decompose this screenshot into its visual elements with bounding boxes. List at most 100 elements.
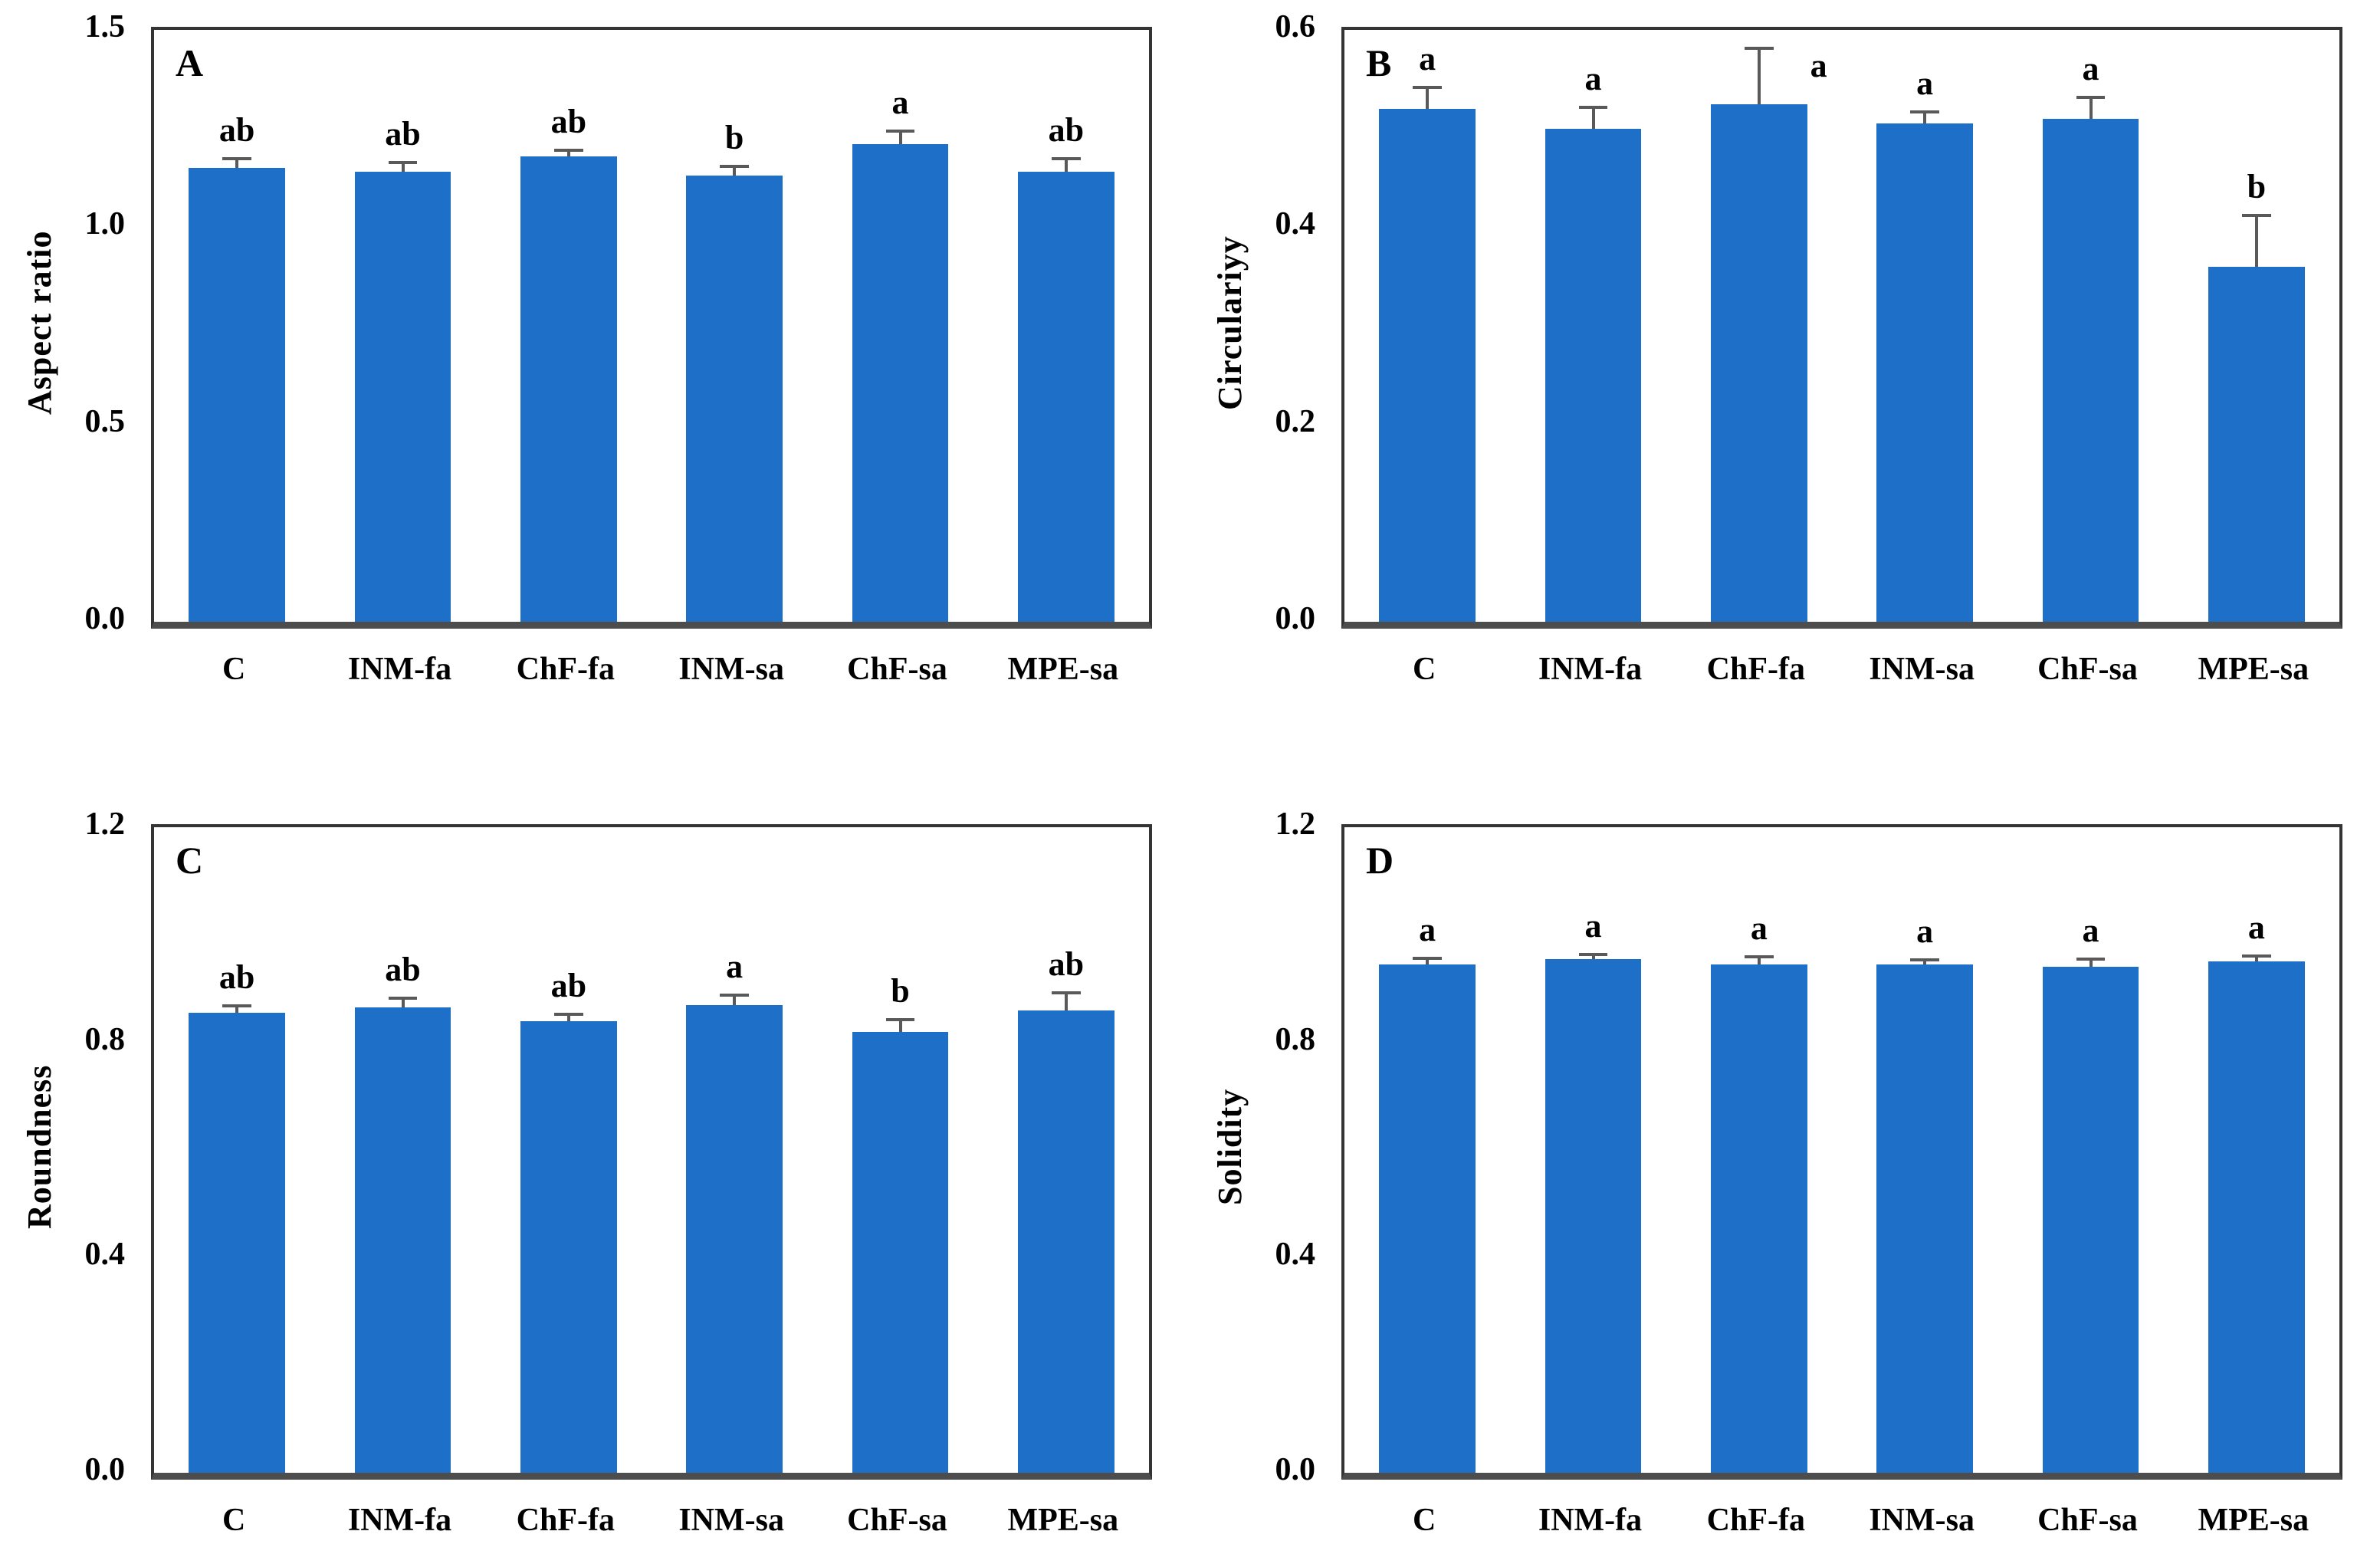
significance-letter: a bbox=[891, 83, 909, 121]
y-tick-label: 0.0 bbox=[1275, 1452, 1316, 1487]
bar-ChF-sa bbox=[852, 1031, 949, 1473]
y-axis-label-roundness: Roundness bbox=[21, 1064, 58, 1230]
significance-letter: b bbox=[2247, 168, 2267, 206]
x-tick-label-INM-fa: INM-fa bbox=[347, 652, 452, 687]
significance-letter: ab bbox=[218, 958, 255, 997]
bar-INM-fa bbox=[354, 1007, 451, 1473]
bar-MPE-sa bbox=[1018, 1010, 1114, 1473]
bar-INM-fa bbox=[354, 172, 451, 622]
significance-letter: a bbox=[1584, 907, 1602, 945]
error-bar bbox=[898, 132, 902, 145]
bar-MPE-sa bbox=[2208, 266, 2305, 622]
error-bar bbox=[1923, 113, 1927, 124]
significance-letter: a bbox=[1419, 40, 1436, 78]
error-bar-cap bbox=[720, 165, 749, 169]
error-bar-cap bbox=[222, 1004, 251, 1008]
y-tick-label: 0.0 bbox=[1275, 601, 1316, 636]
bar-ChF-sa bbox=[852, 144, 949, 622]
error-bar-cap bbox=[1052, 991, 1081, 994]
bar-C bbox=[189, 1013, 285, 1473]
error-bar bbox=[566, 1015, 570, 1021]
panel-letter-b: B bbox=[1366, 41, 1392, 84]
significance-letter: a bbox=[1916, 912, 1934, 951]
error-bar-cap bbox=[885, 1017, 915, 1021]
x-tick-label-INM-sa: INM-sa bbox=[1869, 1503, 1975, 1538]
error-bar bbox=[1591, 108, 1595, 129]
significance-letter: b bbox=[724, 119, 744, 157]
x-tick-label-C: C bbox=[1412, 652, 1436, 687]
panel-letter-a: A bbox=[176, 41, 204, 84]
significance-letter: a bbox=[1584, 59, 1602, 97]
x-tick-label-ChF-fa: ChF-fa bbox=[1706, 652, 1805, 687]
y-tick-label: 1.0 bbox=[84, 206, 126, 242]
x-tick-label-ChF-fa: ChF-fa bbox=[516, 652, 615, 687]
error-bar-cap bbox=[554, 1012, 583, 1016]
plot-area-d: D a a a a a a bbox=[1341, 824, 2342, 1480]
y-tick-label: 0.8 bbox=[84, 1021, 126, 1057]
error-bar-cap bbox=[2242, 214, 2271, 218]
error-bar-cap bbox=[388, 996, 418, 1000]
significance-letter: b bbox=[891, 971, 910, 1010]
x-tick-label-INM-fa: INM-fa bbox=[1538, 1503, 1643, 1538]
plot-area-a: A ab ab ab b a ab bbox=[151, 27, 1152, 629]
error-bar-cap bbox=[1578, 953, 1608, 957]
significance-letter: a bbox=[1916, 64, 1934, 103]
x-tick-label-ChF-sa: ChF-sa bbox=[2037, 652, 2138, 687]
x-tick-label-ChF-sa: ChF-sa bbox=[847, 1503, 947, 1538]
significance-letter: a bbox=[2247, 908, 2265, 946]
significance-letter: a bbox=[2082, 50, 2099, 88]
error-bar-cap bbox=[1745, 955, 1774, 958]
error-bar bbox=[2089, 961, 2093, 968]
plot-area-b: B a a a a a b bbox=[1341, 27, 2342, 629]
error-bar bbox=[401, 164, 405, 172]
y-tick-label: 1.2 bbox=[1275, 807, 1316, 842]
error-bar bbox=[1757, 958, 1761, 964]
panel-aspect-ratio: Aspect ratio A ab ab ab b a ab 1.5 1.0 0.5 0.0 C I… bbox=[0, 0, 1190, 770]
y-tick-label: 0.4 bbox=[84, 1237, 126, 1273]
error-bar bbox=[235, 159, 239, 169]
x-tick-label-MPE-sa: MPE-sa bbox=[2198, 1503, 2309, 1538]
error-bar-cap bbox=[1413, 86, 1442, 90]
bar-ChF-sa bbox=[2042, 118, 2139, 622]
error-bar-cap bbox=[1052, 156, 1081, 160]
y-tick-label: 0.0 bbox=[84, 601, 126, 636]
y-tick-label: 1.5 bbox=[84, 9, 126, 44]
plot-area-c: C ab ab ab a b ab bbox=[151, 824, 1152, 1480]
bar-MPE-sa bbox=[1018, 172, 1114, 622]
error-bar bbox=[1426, 89, 1430, 109]
x-tick-label-MPE-sa: MPE-sa bbox=[1007, 652, 1119, 687]
x-tick-label-INM-fa: INM-fa bbox=[347, 1503, 452, 1538]
error-bar bbox=[2254, 217, 2258, 267]
bar-INM-sa bbox=[1876, 123, 1973, 622]
y-axis-label-aspect-ratio: Aspect ratio bbox=[21, 230, 58, 416]
x-tick-label-C: C bbox=[222, 1503, 246, 1538]
y-tick-label: 0.5 bbox=[84, 403, 126, 439]
error-bar bbox=[2089, 99, 2093, 119]
error-bar-cap bbox=[2076, 958, 2106, 961]
x-tick-label-ChF-sa: ChF-sa bbox=[847, 652, 947, 687]
x-tick-label-INM-sa: INM-sa bbox=[1869, 652, 1975, 687]
error-bar-cap bbox=[1413, 957, 1442, 961]
y-tick-label: 0.2 bbox=[1275, 403, 1316, 439]
error-bar bbox=[898, 1020, 902, 1032]
error-bar bbox=[1064, 994, 1068, 1010]
significance-letter: ab bbox=[385, 950, 421, 988]
bar-C bbox=[1379, 108, 1476, 622]
error-bar-cap bbox=[1745, 46, 1774, 50]
panel-roundness: Roundness C ab ab ab a b ab 1.2 0.8 0.4 0.0 C INM-… bbox=[0, 770, 1190, 1541]
error-bar-cap bbox=[222, 156, 251, 160]
error-bar bbox=[733, 168, 737, 176]
bar-ChF-fa bbox=[1711, 104, 1807, 622]
error-bar bbox=[733, 997, 737, 1005]
significance-letter: a bbox=[726, 948, 744, 986]
significance-letter: a bbox=[1750, 909, 1768, 947]
panel-letter-c: C bbox=[176, 839, 204, 882]
significance-letter: ab bbox=[550, 102, 587, 140]
significance-letter: ab bbox=[218, 110, 255, 149]
significance-letter: ab bbox=[1048, 110, 1085, 149]
y-axis-label-circularity: Circulariyy bbox=[1211, 235, 1249, 410]
y-tick-label: 0.6 bbox=[1275, 9, 1316, 44]
x-tick-label-MPE-sa: MPE-sa bbox=[2198, 652, 2309, 687]
bar-ChF-fa bbox=[520, 156, 617, 622]
significance-letter: a bbox=[1810, 46, 1827, 84]
